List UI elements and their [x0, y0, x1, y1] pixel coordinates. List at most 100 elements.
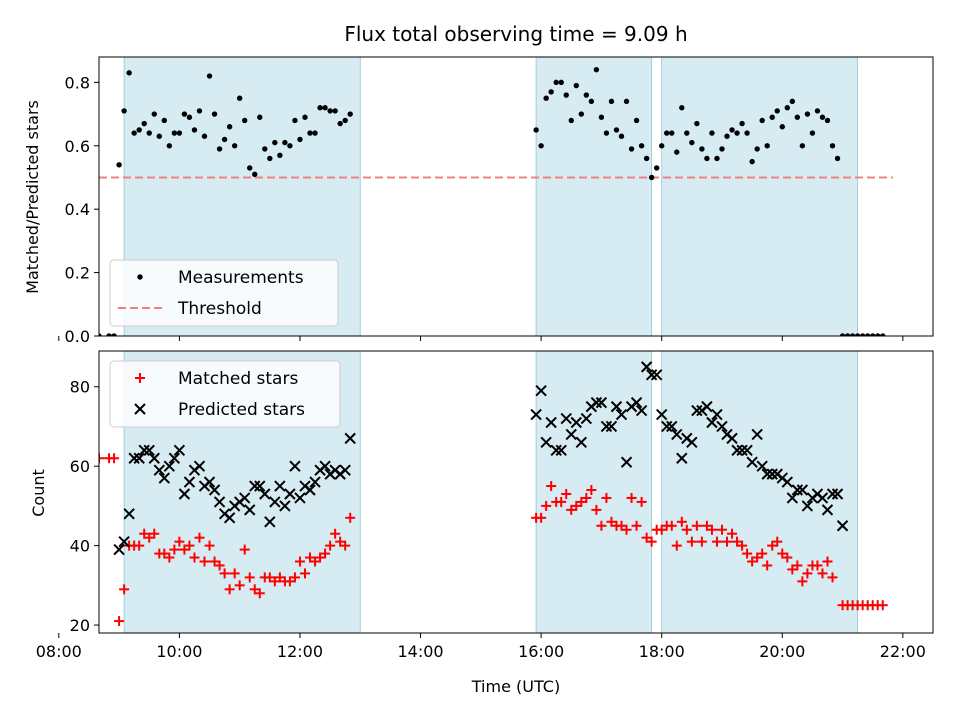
legend-label: Measurements [178, 268, 304, 288]
data-point [337, 120, 343, 127]
data-point [784, 105, 791, 111]
data-point [831, 488, 844, 500]
bottom-panel: 20 40 60 80 08:00 10:00 12:00 14:00 16:00 18:00 20… [36, 350, 934, 661]
data-point [809, 130, 816, 136]
data-point [834, 155, 841, 162]
data-point [143, 444, 155, 457]
data-point [538, 143, 544, 149]
legend-label: Threshold [177, 299, 262, 319]
data-point [829, 143, 836, 149]
data-point [186, 114, 193, 120]
data-point [752, 552, 763, 563]
data-point [601, 492, 612, 503]
data-point [595, 396, 608, 409]
data-point [289, 572, 300, 583]
data-point [706, 524, 717, 535]
data-point [722, 536, 733, 547]
data-point [691, 404, 703, 417]
data-point [827, 572, 838, 583]
data-point [671, 428, 683, 441]
data-point [679, 105, 685, 111]
data-point [656, 524, 667, 535]
data-point [201, 133, 208, 139]
data-point [317, 105, 323, 111]
data-point [315, 552, 326, 563]
data-point [171, 130, 178, 136]
data-point [575, 436, 588, 449]
data-point [791, 484, 804, 496]
data-point [332, 108, 338, 114]
data-point [596, 520, 607, 531]
data-point [289, 460, 301, 472]
data-point [247, 165, 253, 171]
data-point [284, 488, 296, 500]
data-point [566, 504, 577, 515]
data-point [340, 540, 351, 551]
chart-title: Flux total observing time = 9.09 h [344, 22, 687, 46]
data-point [742, 548, 753, 559]
data-point [181, 111, 188, 117]
data-point [689, 139, 695, 146]
data-point [844, 333, 851, 336]
data-point [696, 536, 707, 547]
data-point [628, 146, 635, 152]
data-point [262, 146, 268, 152]
data-point [658, 143, 665, 149]
data-point [691, 520, 702, 531]
data-point [550, 444, 562, 457]
y-tick-label: 80 [70, 378, 90, 397]
data-point [731, 444, 743, 457]
data-point [839, 333, 846, 336]
data-point [671, 540, 682, 551]
data-point [699, 146, 705, 152]
data-point [543, 95, 549, 101]
data-point [716, 420, 728, 433]
data-point [571, 500, 582, 511]
data-point [558, 79, 564, 86]
data-point [616, 520, 627, 531]
data-point [767, 540, 778, 551]
data-point [241, 117, 248, 124]
data-point [669, 130, 675, 136]
data-point [174, 536, 185, 547]
data-point [133, 452, 145, 464]
data-point [824, 117, 831, 124]
data-point [548, 89, 554, 95]
data-point [641, 532, 652, 543]
data-point [138, 444, 150, 457]
data-point [821, 504, 834, 516]
data-point [787, 564, 798, 575]
data-point [209, 556, 220, 567]
data-point [779, 124, 785, 130]
data-point [113, 543, 125, 556]
data-point [249, 480, 261, 492]
data-point [556, 496, 567, 507]
data-point [179, 544, 190, 555]
y-tick-label: 0.2 [65, 264, 90, 283]
data-point [214, 560, 225, 571]
data-point [344, 432, 356, 445]
data-point [309, 476, 321, 488]
data-point [826, 488, 839, 500]
data-point [757, 548, 768, 559]
data-point [576, 496, 587, 507]
data-point [817, 568, 828, 579]
data-point [864, 333, 871, 336]
data-point [701, 400, 713, 413]
data-point [231, 143, 238, 149]
data-point [645, 369, 658, 381]
data-point [194, 532, 205, 543]
y-tick-label: 0.0 [65, 327, 90, 346]
data-point [621, 524, 632, 535]
data-point [153, 464, 165, 476]
data-point [633, 117, 640, 124]
data-point [729, 127, 735, 133]
data-point [603, 130, 610, 136]
data-point [183, 476, 196, 488]
data-point [121, 108, 127, 114]
data-point [305, 552, 316, 563]
x-tick-label: 22:00 [880, 642, 926, 661]
x-tick-label: 08:00 [36, 642, 82, 661]
data-point [229, 568, 240, 579]
data-point [578, 111, 585, 117]
